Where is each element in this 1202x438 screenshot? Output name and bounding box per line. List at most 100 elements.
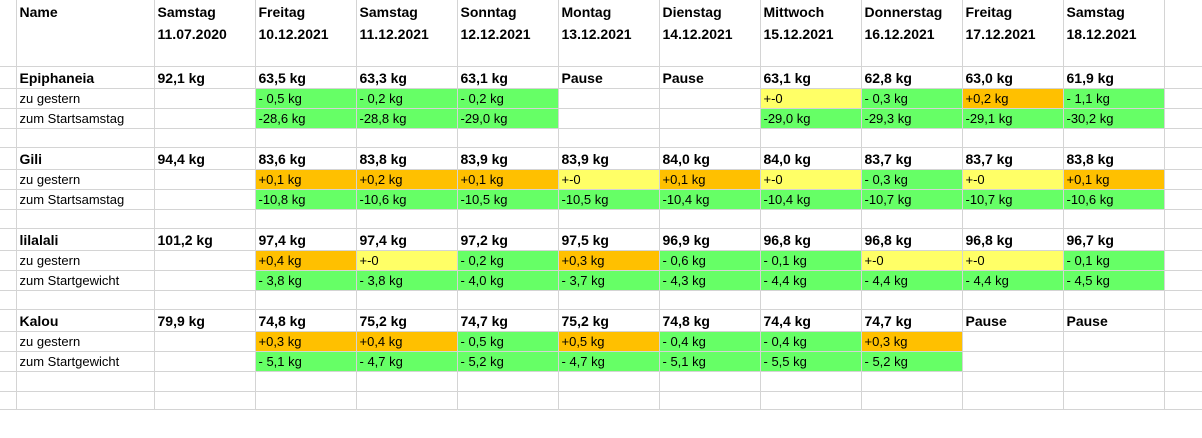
- delta-day-cell[interactable]: +0,3 kg: [861, 331, 963, 352]
- weight-cell[interactable]: 63,3 kg: [356, 66, 458, 89]
- weight-cell[interactable]: 83,9 kg: [457, 147, 559, 170]
- delta-day-cell[interactable]: [1063, 331, 1165, 352]
- grid-cell[interactable]: [558, 391, 660, 410]
- delta-day-cell[interactable]: +0,2 kg: [356, 169, 458, 190]
- weight-cell[interactable]: 96,8 kg: [760, 228, 862, 251]
- weight-cell[interactable]: 63,1 kg: [760, 66, 862, 89]
- delta-start-cell[interactable]: [659, 108, 761, 129]
- grid-cell[interactable]: [255, 371, 357, 392]
- delta-start-cell[interactable]: [962, 351, 1064, 372]
- grid-cell[interactable]: [659, 44, 761, 67]
- grid-cell[interactable]: [16, 371, 155, 392]
- weight-cell[interactable]: 63,0 kg: [962, 66, 1064, 89]
- weight-cell[interactable]: 75,2 kg: [356, 309, 458, 332]
- grid-cell[interactable]: [1164, 371, 1202, 392]
- grid-cell[interactable]: [659, 371, 761, 392]
- weight-cell[interactable]: 83,9 kg: [558, 147, 660, 170]
- grid-cell[interactable]: [1164, 189, 1202, 210]
- grid-cell[interactable]: [154, 209, 256, 229]
- header-date[interactable]: 16.12.2021: [861, 22, 963, 44]
- delta-day-cell[interactable]: +0,1 kg: [255, 169, 357, 190]
- delta-start-cell[interactable]: -10,7 kg: [861, 189, 963, 210]
- header-date[interactable]: 10.12.2021: [255, 22, 357, 44]
- grid-cell[interactable]: [255, 391, 357, 410]
- delta-day-cell[interactable]: - 0,3 kg: [861, 88, 963, 109]
- delta-start-cell[interactable]: -10,4 kg: [659, 189, 761, 210]
- grid-cell[interactable]: [861, 371, 963, 392]
- delta-start-cell[interactable]: -10,8 kg: [255, 189, 357, 210]
- header-date[interactable]: 17.12.2021: [962, 22, 1064, 44]
- grid-cell[interactable]: [154, 391, 256, 410]
- delta-day-cell[interactable]: - 0,4 kg: [659, 331, 761, 352]
- delta-start-cell[interactable]: [1063, 351, 1165, 372]
- grid-cell[interactable]: [760, 371, 862, 392]
- grid-cell[interactable]: [356, 44, 458, 67]
- grid-cell[interactable]: [16, 44, 155, 67]
- header-date[interactable]: 11.07.2020: [154, 22, 256, 44]
- grid-cell[interactable]: [255, 44, 357, 67]
- delta-day-cell[interactable]: +0,4 kg: [356, 331, 458, 352]
- delta-start-cell[interactable]: - 4,7 kg: [558, 351, 660, 372]
- delta-start-cell[interactable]: [154, 351, 256, 372]
- delta-day-cell[interactable]: +0,1 kg: [1063, 169, 1165, 190]
- grid-cell[interactable]: [861, 391, 963, 410]
- grid-cell[interactable]: [760, 128, 862, 148]
- delta-day-cell[interactable]: [154, 88, 256, 109]
- grid-cell[interactable]: [760, 209, 862, 229]
- grid-cell[interactable]: [457, 371, 559, 392]
- grid-cell[interactable]: [0, 331, 17, 352]
- header-day[interactable]: Samstag: [154, 0, 256, 22]
- grid-cell[interactable]: [659, 209, 761, 229]
- grid-cell[interactable]: [457, 209, 559, 229]
- weight-cell[interactable]: Pause: [1063, 309, 1165, 332]
- grid-cell[interactable]: [558, 371, 660, 392]
- weight-cell[interactable]: 74,8 kg: [255, 309, 357, 332]
- delta-day-cell[interactable]: +-0: [760, 88, 862, 109]
- grid-cell[interactable]: [1164, 66, 1202, 89]
- row-label-zu-gestern[interactable]: zu gestern: [16, 88, 155, 109]
- grid-cell[interactable]: [1164, 22, 1202, 44]
- delta-day-cell[interactable]: - 0,3 kg: [861, 169, 963, 190]
- weight-cell[interactable]: 97,5 kg: [558, 228, 660, 251]
- delta-start-cell[interactable]: - 4,4 kg: [760, 270, 862, 291]
- grid-cell[interactable]: [861, 290, 963, 310]
- weight-cell[interactable]: 83,8 kg: [1063, 147, 1165, 170]
- weight-cell[interactable]: 97,4 kg: [255, 228, 357, 251]
- header-day[interactable]: Samstag: [356, 0, 458, 22]
- grid-cell[interactable]: [0, 209, 17, 229]
- grid-cell[interactable]: [16, 22, 155, 44]
- grid-cell[interactable]: [0, 88, 17, 109]
- grid-cell[interactable]: [558, 290, 660, 310]
- grid-cell[interactable]: [1164, 147, 1202, 170]
- grid-cell[interactable]: [1063, 44, 1165, 67]
- delta-start-cell[interactable]: -10,7 kg: [962, 189, 1064, 210]
- weight-cell[interactable]: 97,4 kg: [356, 228, 458, 251]
- weight-cell[interactable]: 96,9 kg: [659, 228, 761, 251]
- grid-cell[interactable]: [356, 290, 458, 310]
- grid-cell[interactable]: [962, 44, 1064, 67]
- delta-start-cell[interactable]: - 4,4 kg: [962, 270, 1064, 291]
- grid-cell[interactable]: [760, 290, 862, 310]
- weight-cell[interactable]: 75,2 kg: [558, 309, 660, 332]
- person-name[interactable]: lilalali: [16, 228, 155, 251]
- weight-cell[interactable]: Pause: [962, 309, 1064, 332]
- header-day[interactable]: Donnerstag: [861, 0, 963, 22]
- delta-day-cell[interactable]: +-0: [962, 250, 1064, 271]
- delta-day-cell[interactable]: [154, 331, 256, 352]
- header-date[interactable]: 11.12.2021: [356, 22, 458, 44]
- grid-cell[interactable]: [1063, 391, 1165, 410]
- grid-cell[interactable]: [356, 128, 458, 148]
- weight-cell[interactable]: 62,8 kg: [861, 66, 963, 89]
- grid-cell[interactable]: [0, 128, 17, 148]
- weight-cell[interactable]: 97,2 kg: [457, 228, 559, 251]
- weight-cell[interactable]: 79,9 kg: [154, 309, 256, 332]
- delta-day-cell[interactable]: [558, 88, 660, 109]
- person-name[interactable]: Gili: [16, 147, 155, 170]
- grid-cell[interactable]: [1063, 290, 1165, 310]
- delta-start-cell[interactable]: -30,2 kg: [1063, 108, 1165, 129]
- grid-cell[interactable]: [457, 391, 559, 410]
- header-day[interactable]: Sonntag: [457, 0, 559, 22]
- grid-cell[interactable]: [16, 391, 155, 410]
- header-date[interactable]: 15.12.2021: [760, 22, 862, 44]
- delta-start-cell[interactable]: -29,0 kg: [760, 108, 862, 129]
